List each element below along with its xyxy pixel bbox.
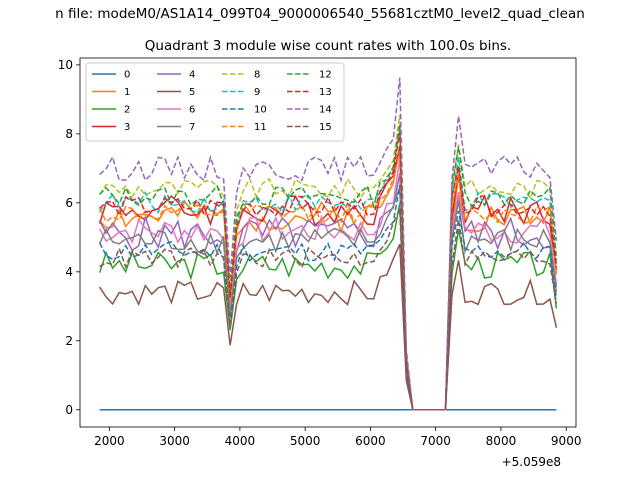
x-axis: 2000 3000 4000 5000 6000 7000 8000 9000 bbox=[94, 427, 581, 448]
legend-label: 13 bbox=[319, 87, 332, 98]
series-line-5 bbox=[98, 243, 558, 411]
series-line-1 bbox=[99, 145, 558, 411]
x-tick-label: 6000 bbox=[355, 434, 386, 448]
series-line-11 bbox=[98, 151, 558, 411]
x-tick-label: 5000 bbox=[290, 434, 321, 448]
legend-label: 3 bbox=[124, 122, 130, 133]
legend-label: 15 bbox=[319, 122, 332, 133]
legend-label: 9 bbox=[254, 87, 260, 98]
legend-label: 10 bbox=[254, 105, 267, 116]
x-tick-label: 8000 bbox=[486, 434, 517, 448]
x-tick-label: 2000 bbox=[94, 434, 125, 448]
series-line-9 bbox=[98, 127, 558, 411]
series-line-14 bbox=[99, 77, 558, 411]
series-line-2 bbox=[98, 203, 558, 411]
legend-label: 12 bbox=[319, 70, 332, 81]
plot-area bbox=[98, 77, 558, 411]
legend-label: 14 bbox=[319, 105, 332, 116]
series-line-4 bbox=[98, 173, 558, 411]
y-tick-label: 2 bbox=[65, 334, 73, 348]
legend-box bbox=[85, 62, 345, 142]
axes-frame bbox=[79, 57, 577, 428]
y-tick-label: 8 bbox=[65, 127, 73, 141]
legend-label: 6 bbox=[189, 105, 195, 116]
series-line-12 bbox=[99, 123, 558, 411]
x-tick-label: 3000 bbox=[159, 434, 190, 448]
y-tick-label: 10 bbox=[58, 58, 73, 72]
series-line-10 bbox=[98, 185, 558, 411]
legend-label: 5 bbox=[189, 87, 195, 98]
series-line-13 bbox=[99, 131, 558, 411]
series-line-8 bbox=[98, 114, 558, 411]
series-line-3 bbox=[98, 146, 558, 411]
legend-label: 8 bbox=[254, 70, 260, 81]
y-tick-label: 4 bbox=[65, 265, 73, 279]
y-axis: 0 2 4 6 8 10 bbox=[58, 58, 80, 417]
legend-label: 7 bbox=[189, 122, 195, 133]
x-tick-label: 7000 bbox=[420, 434, 451, 448]
x-axis-offset-label: +5.059e8 bbox=[502, 455, 561, 469]
legend-label: 11 bbox=[254, 122, 267, 133]
x-tick-label: 4000 bbox=[225, 434, 256, 448]
figure-suptitle: n file: modeM0/AS1A14_099T04_9000006540_… bbox=[55, 6, 585, 22]
chart-title: Quadrant 3 module wise count rates with … bbox=[145, 38, 511, 54]
x-tick-label: 9000 bbox=[551, 434, 582, 448]
legend-label: 0 bbox=[124, 70, 130, 81]
y-tick-label: 6 bbox=[65, 196, 73, 210]
series-line-7 bbox=[98, 187, 558, 411]
legend-label: 2 bbox=[124, 105, 130, 116]
legend-label: 4 bbox=[189, 70, 195, 81]
y-tick-label: 0 bbox=[65, 403, 73, 417]
legend-label: 1 bbox=[124, 87, 130, 98]
